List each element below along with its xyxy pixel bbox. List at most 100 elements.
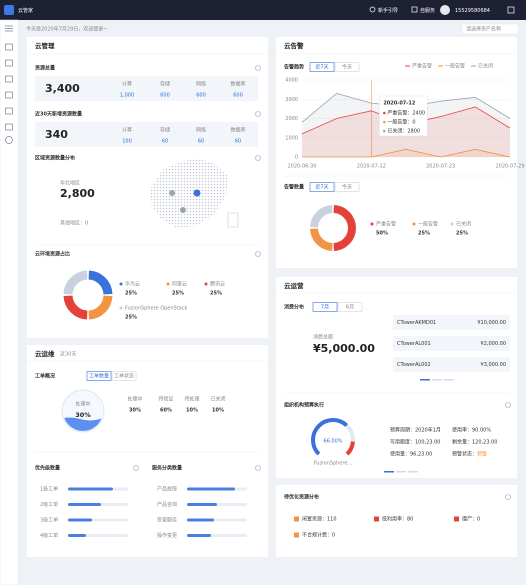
welcome-text: 今天是2020年7月29日，欢迎登录~ [26, 26, 107, 33]
topbar [0, 0, 526, 20]
bar-label: 产品故障 [157, 486, 177, 493]
cost-row [393, 357, 510, 372]
stat-name: 存储 [160, 81, 170, 88]
carousel-dot[interactable] [432, 379, 442, 381]
tab[interactable] [309, 62, 335, 72]
carousel-dot[interactable] [420, 379, 430, 381]
legend-label: 已关闭 [456, 221, 471, 228]
stat-value: 10% [186, 408, 198, 414]
search-box[interactable] [461, 23, 519, 35]
budget-stat: 使用量：96,23.00 [390, 451, 432, 458]
legend-label: 一般告警 [418, 221, 438, 228]
info-icon[interactable] [255, 465, 261, 471]
tooltip-line-text: 一般告警：0 [387, 119, 415, 126]
stat-name: 已关闭 [210, 396, 225, 403]
budget-stat: 剩余量：120,23.00 [452, 439, 497, 446]
budget-stat: 使用率：90.00% [452, 427, 491, 434]
legend-dot [204, 282, 208, 286]
bar-label: 1级工单 [40, 486, 58, 493]
carousel-dot[interactable] [408, 471, 418, 473]
bar-label: 4级工单 [40, 532, 58, 539]
legend-value: 25% [125, 315, 137, 321]
info-icon[interactable] [255, 155, 261, 161]
info-icon[interactable] [133, 465, 139, 471]
guide-icon [369, 6, 376, 13]
gauge-value: 66.00% [323, 439, 342, 445]
region-name: 华北地区 [60, 180, 80, 187]
legend-value: 50% [376, 231, 388, 237]
cost-value: ¥10,000.00 [477, 320, 506, 326]
info-icon[interactable] [255, 65, 261, 71]
gauge-label: 处理中 [75, 401, 90, 408]
tooltip-dot [383, 111, 386, 115]
section-title: 待优化资源分布 [284, 494, 319, 501]
stat-box [35, 122, 258, 147]
info-icon[interactable] [505, 402, 511, 408]
donut-segment [88, 295, 113, 320]
tab[interactable] [312, 302, 338, 312]
stat-box [35, 76, 258, 101]
bar [68, 503, 101, 506]
service-icon [411, 6, 418, 13]
tab[interactable] [309, 182, 335, 192]
cost-name: CTowerAL001 [397, 341, 431, 347]
section-title: 优先级数量 [35, 465, 60, 472]
stat-value: 10% [212, 408, 224, 414]
logo-text: 云管家 [18, 7, 33, 14]
x-tick-label: 2020-07-23 [426, 164, 455, 170]
tab[interactable] [337, 302, 363, 312]
stat-number: 600 [233, 93, 243, 99]
tab-label: 7月 [321, 305, 329, 311]
bar-label: 2级工单 [40, 501, 58, 508]
info-icon[interactable] [255, 251, 261, 257]
tooltip-dot [383, 120, 386, 124]
stat-name: 网络 [196, 81, 206, 88]
carousel-dot[interactable] [384, 471, 394, 473]
resource-item: 僵尸：0 [462, 516, 480, 523]
stat-name: 数据库 [230, 127, 245, 134]
stat-value: 30% [129, 408, 141, 414]
nav-link[interactable]: 自服务 [420, 7, 435, 14]
tab[interactable] [334, 62, 360, 72]
resource-icon [454, 516, 459, 522]
stat-number: 60 [162, 139, 168, 145]
tab[interactable] [86, 371, 112, 381]
legend-dot [119, 282, 123, 286]
tab[interactable] [111, 371, 137, 381]
legend-label: 严重告警 [412, 63, 432, 70]
donut-segment [88, 270, 113, 295]
cost-value: ¥2,000.00 [481, 341, 506, 347]
series-line [302, 148, 511, 158]
legend-value: 25% [125, 291, 137, 297]
settings-icon[interactable] [507, 6, 515, 14]
legend-dot [166, 282, 170, 286]
carousel-dot[interactable] [444, 379, 454, 381]
tab-label: 6月 [346, 305, 354, 311]
panel [276, 277, 517, 478]
bar-label: 3级工单 [40, 517, 58, 524]
user-phone: 15529580684 [455, 8, 490, 14]
y-tick-label: 3000 [285, 97, 298, 103]
info-icon[interactable] [505, 494, 511, 500]
tab[interactable] [334, 182, 360, 192]
y-tick-label: 1000 [285, 135, 298, 141]
dividers [27, 53, 517, 453]
budget-stat: 预算周期：2020年1月 [390, 427, 441, 434]
tab-label: 近7天 [315, 184, 328, 191]
cost-name: CTowerAL002 [397, 362, 431, 368]
carousel-dot[interactable] [396, 471, 406, 473]
info-icon[interactable] [255, 111, 261, 117]
y-tick-label: 0 [295, 155, 298, 161]
gauge-bar [311, 418, 349, 456]
total-value: ¥5,000.00 [313, 342, 375, 355]
stat-name: 计算 [122, 81, 132, 88]
avatar[interactable] [440, 5, 450, 15]
legend-label: FusionSphere OpenStack [125, 306, 187, 312]
legend-label: 已关闭 [478, 63, 493, 70]
sidebar-icons[interactable] [5, 25, 13, 144]
resource-icon [374, 516, 379, 522]
stat-number: 100 [122, 139, 132, 145]
nav-link[interactable]: 新手引导 [378, 7, 398, 14]
section-title: 消费分布 [284, 304, 304, 311]
